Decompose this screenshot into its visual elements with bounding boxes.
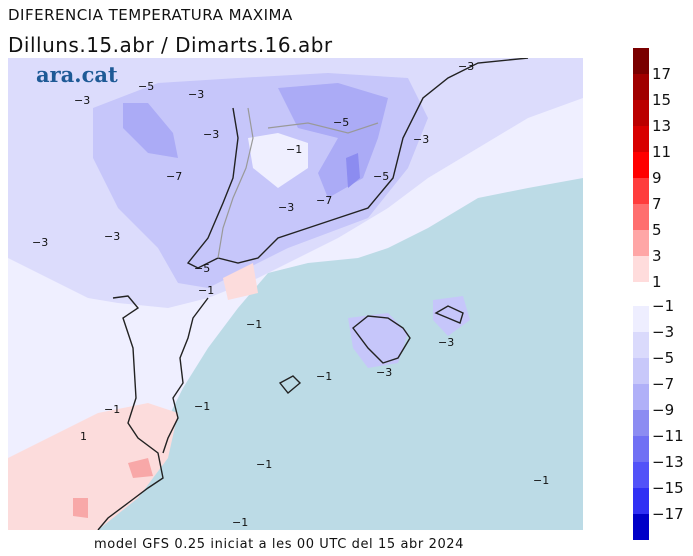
legend-tick-label: −17 [652,505,684,523]
legend-tick-label: −3 [652,323,675,341]
legend-swatch [633,48,649,74]
legend-tick-label: −9 [652,401,675,419]
legend-tick-label: −11 [652,427,684,445]
legend-swatch [633,384,649,410]
contour-label: −7 [166,170,182,183]
legend-swatch [633,126,649,152]
legend-swatch [633,436,649,462]
legend-tick-label: −13 [652,453,684,471]
contour-label: −3 [458,60,474,73]
legend-tick-label: 13 [652,117,672,135]
contour-label: −3 [438,336,454,349]
legend-tick-label: −7 [652,375,675,393]
legend-swatch [633,488,649,514]
zone-minus9 [346,153,360,188]
legend-tick-label: 3 [652,247,662,265]
legend-tick-label: 1 [652,273,662,291]
legend-swatch [633,74,649,100]
contour-label: −3 [413,133,429,146]
legend-swatch [633,514,649,540]
temperature-difference-map: −3 −5 −3 −5 −1 −3 −7 −3 −7 −5 −3 −3 −3 −5 −1 −1 −3 −3 −1 −1… [8,58,583,530]
legend-swatch [633,256,649,282]
contour-label: −1 [104,403,120,416]
contour-label: −1 [232,516,248,529]
map-title: DIFERENCIA TEMPERATURA MAXIMA [8,6,293,24]
contour-label: −1 [316,370,332,383]
zone-minus1-inland [248,133,308,188]
contour-label: −5 [194,262,210,275]
zone-plus1 [8,263,258,530]
contour-label: −1 [256,458,272,471]
legend-tick-label: 11 [652,143,672,161]
contour-label: 1 [80,430,87,443]
contour-label: −3 [278,201,294,214]
legend-tick-label: −1 [652,297,675,315]
contour-label: −3 [104,230,120,243]
legend-tick-label: −15 [652,479,684,497]
legend-tick-label: 5 [652,221,662,239]
contour-label: −1 [246,318,262,331]
contour-label: −7 [316,194,332,207]
aracat-logo: ara.cat [36,62,118,87]
legend-swatch [633,100,649,126]
contour-label: −5 [373,170,389,183]
contour-label: −3 [376,366,392,379]
border-line [217,107,379,259]
contour-label: −3 [188,88,204,101]
legend-tick-label: 7 [652,195,662,213]
legend-swatch [633,204,649,230]
zone-plus3 [73,458,153,518]
legend-swatch [633,462,649,488]
contour-label: −3 [32,236,48,249]
legend-swatch [633,306,649,332]
legend-tick-label: 17 [652,65,672,83]
model-footer: model GFS 0.25 iniciat a les 00 UTC del … [94,537,465,552]
legend-swatch [633,332,649,358]
coastline [97,58,529,530]
legend-tick-label: 9 [652,169,662,187]
date-range: Dilluns.15.abr / Dimarts.16.abr [8,33,333,57]
legend-swatch [633,178,649,204]
legend-swatch [633,410,649,436]
zone-minus7 [123,83,388,198]
contour-label: −1 [198,284,214,297]
legend-tick-label: 15 [652,91,672,109]
contour-label: −5 [138,80,154,93]
legend-tick-label: −5 [652,349,675,367]
contour-label: −1 [194,400,210,413]
contour-label: −1 [286,143,302,156]
legend-swatch [633,230,649,256]
contour-label: −1 [533,474,549,487]
contour-label: −3 [203,128,219,141]
sea-area [98,178,583,530]
legend-swatch [633,358,649,384]
legend-swatch [633,152,649,178]
contour-label: −3 [74,94,90,107]
contour-label: −5 [333,116,349,129]
